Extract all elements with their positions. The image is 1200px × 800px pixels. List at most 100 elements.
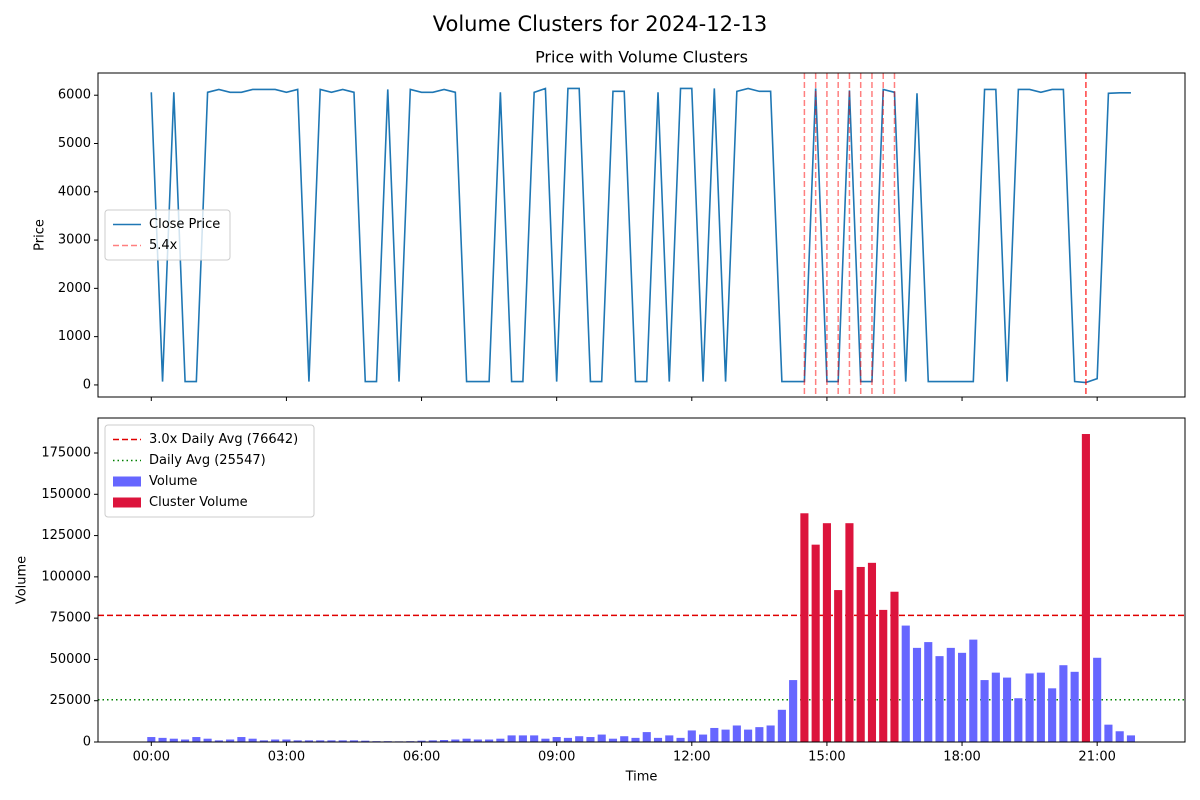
- volume-bar: [879, 609, 888, 742]
- y-tick-label: 4000: [58, 184, 91, 199]
- y-tick-label: 0: [83, 377, 91, 392]
- volume-bar: [237, 737, 246, 742]
- volume-bar: [147, 737, 156, 742]
- y-tick-label: 175000: [41, 446, 91, 461]
- volume-bar: [485, 739, 494, 742]
- volume-bar: [496, 738, 505, 742]
- volume-bar: [935, 656, 944, 742]
- x-tick-label: 18:00: [943, 750, 980, 765]
- volume-bar: [957, 652, 967, 742]
- y-tick-label: 0: [83, 735, 91, 750]
- axes-frame: [97, 417, 1186, 743]
- volume-bar: [316, 740, 325, 742]
- y-axis-label: Volume: [15, 556, 30, 604]
- volume-bar: [991, 672, 1000, 742]
- volume-bar: [856, 566, 865, 742]
- x-tick-label: 12:00: [673, 750, 710, 765]
- volume-bar: [845, 523, 854, 742]
- volume-bar: [259, 740, 268, 742]
- y-tick-label: 25000: [50, 693, 91, 708]
- volume-bar: [676, 737, 685, 742]
- volume-bar: [282, 739, 291, 742]
- x-tick-label: 06:00: [403, 750, 440, 765]
- x-axis-label: Time: [625, 770, 658, 785]
- volume-bar: [1115, 731, 1124, 742]
- legend-label: 5.4x: [149, 238, 178, 253]
- volume-bar: [327, 740, 336, 742]
- x-tick-label: 21:00: [1078, 750, 1115, 765]
- volume-bar: [1059, 665, 1068, 742]
- volume-bar: [271, 739, 280, 742]
- volume-bar: [980, 680, 989, 742]
- volume-bar: [946, 647, 955, 742]
- volume-bar: [811, 544, 820, 742]
- legend-label: 3.0x Daily Avg (76642): [149, 432, 298, 447]
- legend-label: Daily Avg (25547): [149, 453, 266, 468]
- volume-bar: [834, 590, 843, 742]
- volume-bar: [1093, 657, 1102, 742]
- volume-bar: [766, 725, 775, 742]
- x-tick-label: 15:00: [808, 750, 845, 765]
- volume-bar: [158, 737, 167, 742]
- volume-bar: [530, 735, 539, 742]
- volume-bar: [1025, 673, 1034, 742]
- volume-bar: [203, 738, 212, 742]
- volume-bar: [744, 729, 753, 742]
- y-tick-label: 6000: [58, 88, 91, 103]
- volume-bar: [1081, 434, 1090, 742]
- x-tick-label: 03:00: [268, 750, 305, 765]
- y-tick-label: 2000: [58, 281, 91, 296]
- figure-title: Volume Clusters for 2024-12-13: [433, 12, 768, 36]
- volume-bar: [361, 740, 370, 742]
- legend-swatch: [113, 497, 141, 508]
- axes-title: Price with Volume Clusters: [535, 48, 748, 67]
- axes-frame: [97, 72, 1186, 398]
- volume-bar: [192, 737, 201, 742]
- volume-bar: [293, 740, 302, 742]
- legend-label: Close Price: [149, 217, 220, 232]
- volume-bar: [653, 737, 663, 742]
- volume-bar: [563, 737, 572, 742]
- volume-bar: [901, 625, 910, 742]
- price-line: [150, 87, 1131, 384]
- x-tick-label: 09:00: [538, 750, 575, 765]
- y-tick-label: 75000: [50, 611, 91, 626]
- volume-bar: [608, 738, 618, 742]
- volume-bar: [969, 639, 978, 742]
- volume-bar: [440, 740, 449, 742]
- legend-box: [104, 424, 315, 518]
- volume-bar: [721, 729, 730, 742]
- volume-bar: [248, 738, 257, 742]
- volume-bar: [518, 735, 527, 742]
- y-tick-label: 125000: [41, 528, 91, 543]
- volume-bar: [732, 725, 741, 742]
- volume-bar: [462, 738, 471, 742]
- volume-bar: [349, 740, 359, 742]
- volume-bar: [1104, 724, 1113, 742]
- volume-bar: [417, 740, 426, 742]
- legend-label: Cluster Volume: [149, 495, 248, 510]
- legend-swatch: [113, 476, 141, 487]
- y-tick-label: 100000: [41, 569, 91, 584]
- volume-bar: [473, 739, 482, 742]
- volume-bar: [507, 735, 516, 742]
- volume-bar: [338, 740, 347, 742]
- volume-bar: [620, 736, 629, 742]
- volume-bar: [1070, 671, 1079, 742]
- volume-bar: [214, 740, 223, 742]
- volume-bar: [867, 562, 877, 742]
- y-tick-label: 150000: [41, 487, 91, 502]
- y-axis-label: Price: [33, 219, 48, 251]
- y-tick-label: 3000: [58, 233, 91, 248]
- y-tick-label: 1000: [58, 329, 91, 344]
- volume-bar: [665, 735, 674, 742]
- volume-bar: [924, 642, 933, 742]
- volume-bar: [226, 739, 235, 742]
- volume-bar: [631, 737, 640, 742]
- volume-bar: [428, 740, 437, 742]
- x-tick-label: 00:00: [133, 750, 170, 765]
- volume-bar: [1003, 677, 1012, 742]
- volume-bar: [642, 732, 651, 742]
- volume-bar: [1014, 698, 1023, 742]
